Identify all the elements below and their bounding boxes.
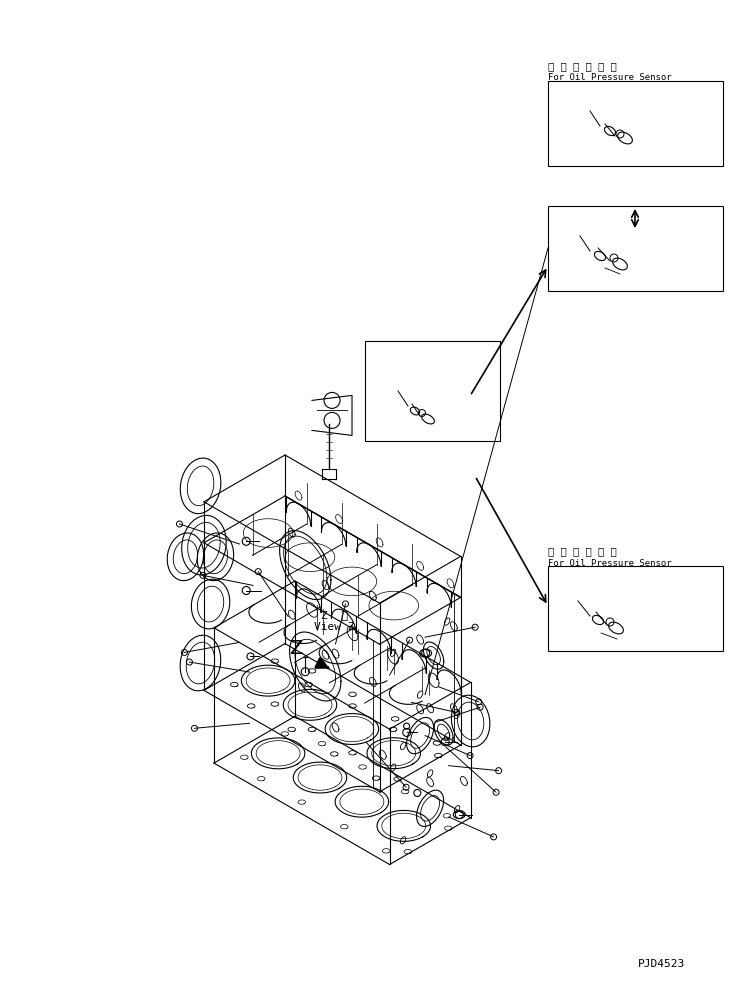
Bar [548, 566, 723, 651]
Text: 油 圧 セ ン サ 用: 油 圧 セ ン サ 用 [548, 546, 617, 556]
Text: PJD4523: PJD4523 [638, 959, 686, 969]
Text: View Z: View Z [314, 622, 355, 632]
Text: Z  視: Z 視 [321, 610, 347, 620]
Text: For Oil Pressure Sensor: For Oil Pressure Sensor [548, 74, 672, 83]
Text: Z: Z [289, 639, 302, 658]
Text: For Oil Pressure Sensor: For Oil Pressure Sensor [548, 558, 672, 568]
Bar [548, 81, 723, 166]
Bar [548, 206, 723, 291]
Bar [365, 341, 500, 441]
Text: 油 圧 セ ン サ 用: 油 圧 セ ン サ 用 [548, 61, 617, 71]
